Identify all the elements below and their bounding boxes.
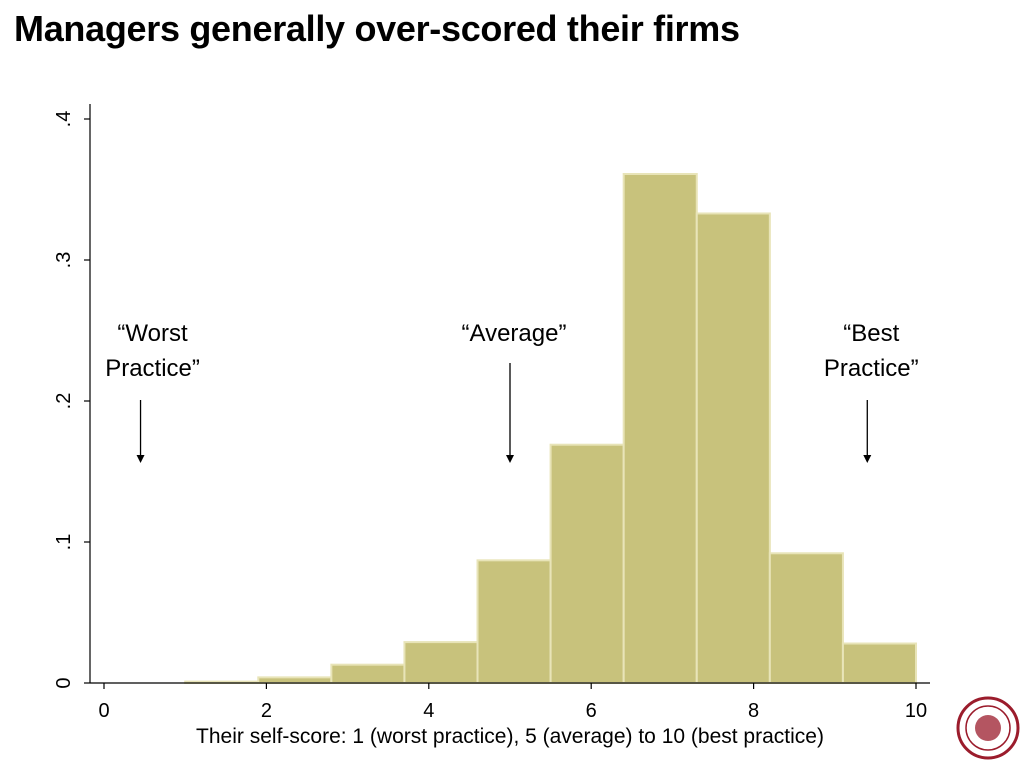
y-tick-label: .2 <box>53 393 75 410</box>
y-tick-label: .1 <box>53 534 75 551</box>
annotation-1: “Worst Practice” <box>105 320 200 463</box>
histogram-bar-7 <box>622 172 698 685</box>
university-seal-logo <box>956 696 1020 760</box>
chart-annotations: “Worst Practice” “Average” “Best Practice” <box>105 320 919 463</box>
page-title: Managers generally over-scored their fir… <box>14 8 740 49</box>
histogram-bar-3 <box>330 663 406 684</box>
annotation-arrow-head <box>863 455 872 463</box>
x-tick-label: 10 <box>905 700 927 722</box>
histogram-bar-2 <box>257 676 333 684</box>
x-tick-label: 4 <box>423 700 434 722</box>
histogram-bar-9 <box>768 552 844 685</box>
chart-axes: 0 2 4 6 8 10 0 .1 .2 .3 .4 <box>53 104 930 722</box>
y-tick-label: 0 <box>53 677 75 688</box>
annotation-3: “Best Practice” <box>824 320 919 463</box>
annotation-2: “Average” <box>462 320 567 463</box>
x-axis-title: Their self-score: 1 (worst practice), 5 … <box>196 725 824 748</box>
annotation-text: “Average” <box>462 320 567 347</box>
x-tick-label: 0 <box>98 700 109 722</box>
annotation-text: Practice” <box>824 355 919 382</box>
histogram-bar-10 <box>841 642 917 685</box>
y-tick-label: .4 <box>53 111 75 128</box>
histogram-bar-6 <box>549 443 625 684</box>
y-tick-label: .3 <box>53 252 75 269</box>
annotation-arrow-head <box>506 455 514 463</box>
annotation-text: “Best <box>843 320 899 347</box>
histogram-bar-5 <box>476 559 552 685</box>
annotation-text: Practice” <box>105 355 200 382</box>
x-tick-label: 6 <box>586 700 597 722</box>
x-tick-label: 8 <box>748 700 759 722</box>
histogram-bars <box>184 172 917 685</box>
annotation-arrow-head <box>136 455 145 463</box>
annotation-text: “Worst <box>117 320 188 347</box>
x-tick-label: 2 <box>261 700 272 722</box>
histogram-bar-4 <box>403 641 479 684</box>
histogram-bar-8 <box>695 212 771 684</box>
